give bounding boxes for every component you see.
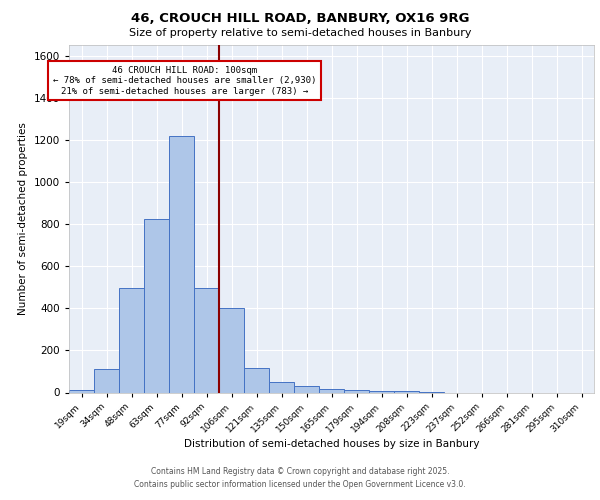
Text: 46, CROUCH HILL ROAD, BANBURY, OX16 9RG: 46, CROUCH HILL ROAD, BANBURY, OX16 9RG bbox=[131, 12, 469, 26]
Bar bbox=[319, 388, 344, 392]
Bar bbox=[169, 136, 194, 392]
Bar bbox=[294, 386, 319, 392]
Bar bbox=[94, 370, 119, 392]
Bar bbox=[344, 390, 369, 392]
Bar bbox=[219, 308, 244, 392]
Bar bbox=[69, 390, 94, 392]
Bar bbox=[269, 382, 294, 392]
Y-axis label: Number of semi-detached properties: Number of semi-detached properties bbox=[18, 122, 28, 315]
Bar bbox=[119, 288, 144, 393]
Text: 46 CROUCH HILL ROAD: 100sqm
← 78% of semi-detached houses are smaller (2,930)
21: 46 CROUCH HILL ROAD: 100sqm ← 78% of sem… bbox=[53, 66, 316, 96]
Bar bbox=[194, 288, 219, 393]
Text: Size of property relative to semi-detached houses in Banbury: Size of property relative to semi-detach… bbox=[129, 28, 471, 38]
X-axis label: Distribution of semi-detached houses by size in Banbury: Distribution of semi-detached houses by … bbox=[184, 439, 479, 449]
Bar bbox=[244, 368, 269, 392]
Bar bbox=[144, 219, 169, 392]
Text: Contains HM Land Registry data © Crown copyright and database right 2025.
Contai: Contains HM Land Registry data © Crown c… bbox=[134, 467, 466, 489]
Bar bbox=[369, 391, 394, 392]
